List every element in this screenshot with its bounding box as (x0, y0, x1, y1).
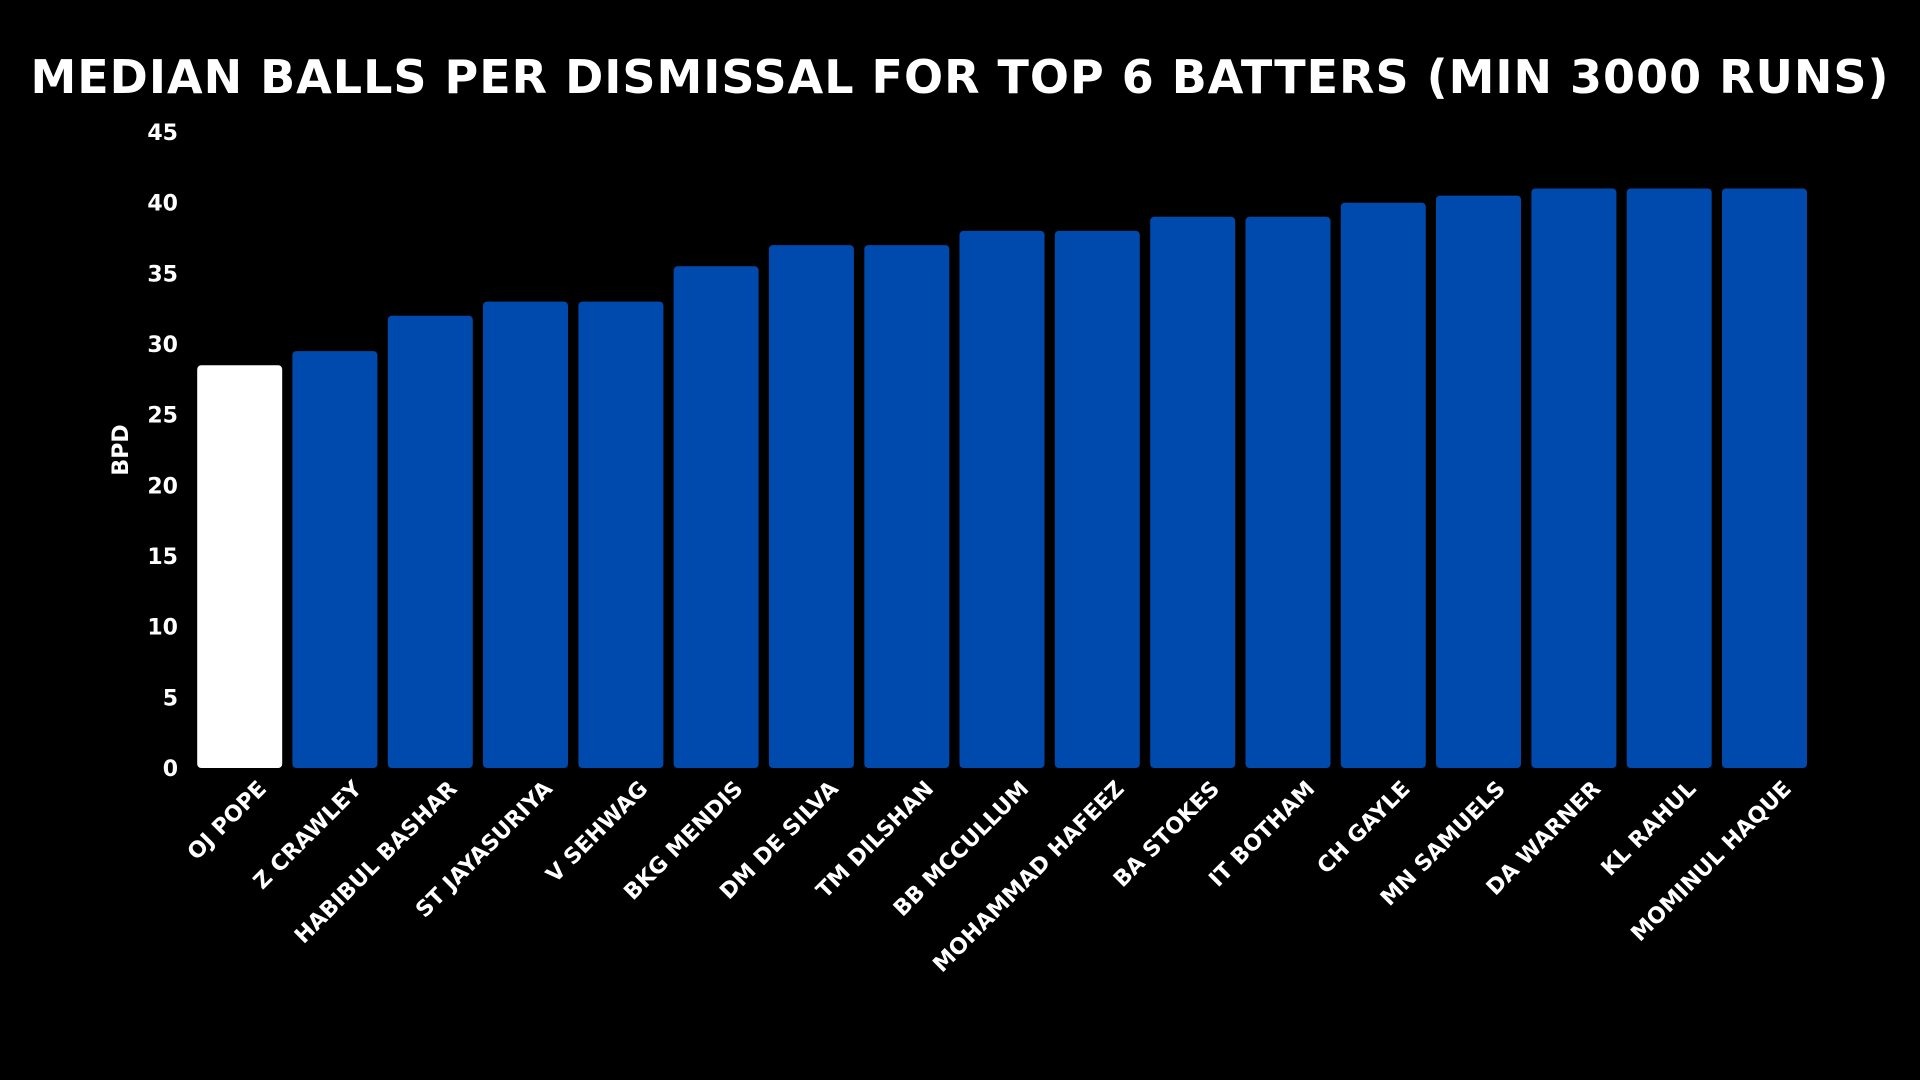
y-tick-label: 0 (163, 757, 178, 782)
y-tick-label: 20 (147, 474, 178, 499)
bar-dm-de-silva (768, 245, 854, 769)
y-tick-label: 30 (147, 333, 178, 358)
bar-st-jayasuriya (483, 301, 568, 768)
y-tick-label: 35 (147, 262, 178, 287)
bar-mn-samuels (1436, 195, 1521, 769)
y-tick-label: 25 (147, 404, 178, 429)
bar-da-warner (1531, 188, 1617, 768)
bar-oj-pope (197, 365, 283, 768)
bar-v-sehwag (578, 301, 664, 768)
bar-z-crawley (292, 351, 378, 768)
y-axis-label: BPD (109, 424, 134, 475)
bars-group (197, 188, 1807, 769)
bar-tm-dilshan (864, 245, 950, 769)
bar-bb-mccullum (959, 230, 1045, 768)
bar-mominul-haque (1722, 188, 1807, 768)
y-axis-ticks: 0 5 10 15 20 25 30 35 40 45 (147, 121, 178, 782)
bar-it-botham (1245, 216, 1331, 769)
y-tick-label: 15 (147, 545, 178, 570)
chart-title: MEDIAN BALLS PER DISMISSAL FOR TOP 6 BAT… (30, 50, 1889, 104)
y-tick-label: 10 (147, 616, 178, 641)
bar-mohammad-hafeez (1054, 230, 1140, 768)
bar-bkg-mendis (673, 266, 759, 768)
y-tick-label: 45 (147, 121, 178, 146)
y-tick-label: 40 (147, 192, 178, 217)
y-tick-label: 5 (163, 686, 178, 711)
bar-ba-stokes (1150, 216, 1236, 769)
bar-kl-rahul (1626, 188, 1712, 768)
bar-ch-gayle (1340, 202, 1426, 768)
bar-habibul-bashar (387, 315, 473, 768)
